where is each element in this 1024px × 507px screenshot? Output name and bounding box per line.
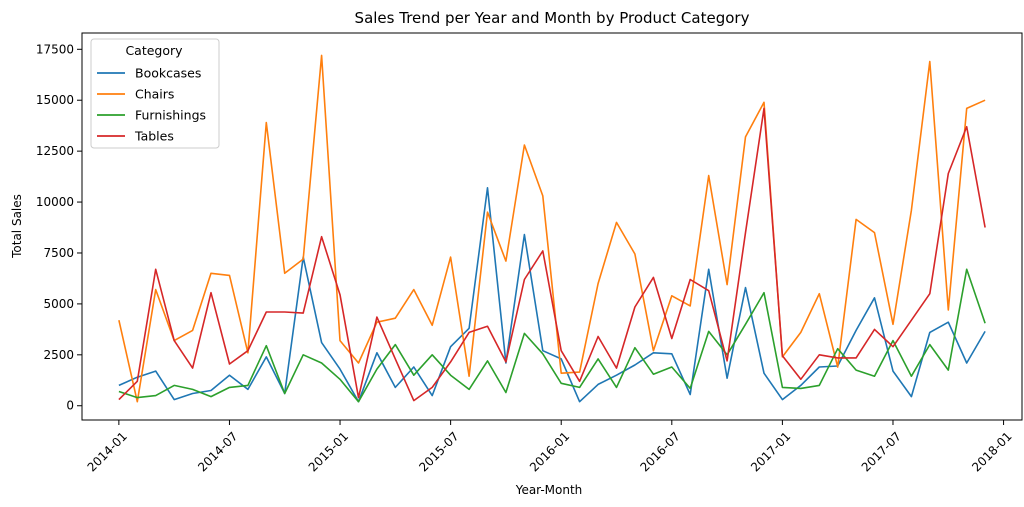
chart-title: Sales Trend per Year and Month by Produc… xyxy=(355,9,750,27)
x-tick-label: 2017-01 xyxy=(748,429,793,474)
y-tick-label: 0 xyxy=(66,399,74,413)
x-tick-label: 2016-07 xyxy=(638,429,683,474)
series-line-tables xyxy=(118,107,986,402)
legend-title: Category xyxy=(125,43,183,58)
series-line-chairs xyxy=(118,54,986,403)
x-tick-label: 2015-01 xyxy=(306,429,351,474)
legend-label-furnishings: Furnishings xyxy=(135,108,206,123)
y-tick-label: 5000 xyxy=(43,297,74,311)
x-axis: 2014-01 2014-07 2015-01 2015-07 2016-01 2016-… xyxy=(85,420,1015,475)
series-line-furnishings xyxy=(118,268,986,403)
y-tick-label: 2500 xyxy=(43,348,74,362)
y-tick-label: 7500 xyxy=(43,246,74,260)
x-tick-label: 2015-07 xyxy=(416,429,461,474)
x-tick-label: 2016-01 xyxy=(527,429,572,474)
legend: Category Bookcases Chairs Furnishings Table… xyxy=(90,38,220,149)
legend-box xyxy=(90,38,220,149)
x-tick-label: 2018-01 xyxy=(969,429,1014,474)
legend-label-chairs: Chairs xyxy=(135,87,174,102)
y-axis-title: Total Sales xyxy=(10,194,24,259)
legend-label-bookcases: Bookcases xyxy=(135,66,201,81)
y-tick-label: 12500 xyxy=(36,144,74,158)
y-tick-label: 10000 xyxy=(36,195,74,209)
legend-entries: Bookcases Chairs Furnishings Tables xyxy=(97,66,206,144)
legend-label-tables: Tables xyxy=(134,129,174,144)
plot-area xyxy=(81,32,1023,421)
x-tick-label: 2017-07 xyxy=(859,429,904,474)
y-tick-label: 15000 xyxy=(36,93,74,107)
y-tick-label: 17500 xyxy=(36,42,74,56)
x-axis-title: Year-Month xyxy=(515,483,583,497)
series-lines xyxy=(118,54,986,403)
y-axis: 0 2500 5000 7500 10000 12500 15000 17500 xyxy=(36,42,82,413)
x-tick-label: 2014-01 xyxy=(85,429,130,474)
series-line-bookcases xyxy=(118,187,986,403)
x-tick-label: 2014-07 xyxy=(195,429,240,474)
